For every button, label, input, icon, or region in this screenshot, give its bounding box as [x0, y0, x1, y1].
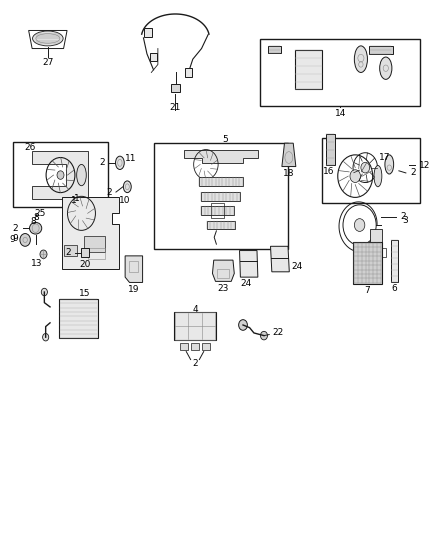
Text: 25: 25 — [34, 209, 46, 218]
Text: 2: 2 — [192, 359, 198, 368]
Bar — [201, 206, 233, 215]
Text: 21: 21 — [170, 102, 181, 111]
Circle shape — [20, 233, 30, 246]
Bar — [353, 242, 381, 284]
Bar — [184, 68, 192, 77]
Text: 9: 9 — [10, 236, 15, 245]
Text: 2: 2 — [400, 212, 406, 221]
Ellipse shape — [354, 46, 367, 72]
Ellipse shape — [374, 165, 382, 187]
Text: 20: 20 — [79, 260, 91, 269]
Text: 13: 13 — [31, 260, 42, 268]
Bar — [357, 248, 386, 257]
Bar — [59, 299, 98, 338]
Text: 27: 27 — [42, 58, 53, 67]
Text: 12: 12 — [419, 161, 431, 170]
Text: 14: 14 — [335, 109, 346, 118]
Text: 24: 24 — [240, 279, 252, 288]
Polygon shape — [184, 150, 258, 163]
Polygon shape — [282, 143, 296, 166]
Text: 10: 10 — [119, 196, 131, 205]
Bar — [294, 50, 322, 90]
Polygon shape — [125, 256, 143, 282]
Polygon shape — [240, 251, 258, 277]
Bar — [13, 142, 108, 207]
Bar — [81, 248, 89, 257]
Ellipse shape — [77, 165, 86, 185]
Bar — [391, 240, 398, 282]
Circle shape — [354, 219, 365, 231]
Circle shape — [261, 332, 268, 340]
Text: 4: 4 — [192, 304, 198, 313]
Polygon shape — [62, 197, 119, 269]
Bar — [202, 343, 210, 350]
Circle shape — [361, 163, 370, 173]
Ellipse shape — [380, 57, 392, 79]
Bar — [207, 221, 235, 229]
Bar — [145, 28, 152, 37]
Bar — [180, 343, 188, 350]
Bar — [64, 245, 77, 256]
Text: 8: 8 — [34, 213, 39, 222]
Text: 22: 22 — [273, 328, 284, 337]
Ellipse shape — [124, 181, 131, 192]
Circle shape — [42, 334, 49, 341]
Bar — [84, 236, 105, 252]
Text: 11: 11 — [125, 154, 137, 163]
Text: 8: 8 — [30, 217, 36, 226]
Polygon shape — [212, 260, 234, 281]
Bar — [368, 46, 392, 54]
Bar — [170, 84, 180, 92]
Circle shape — [41, 288, 47, 296]
Polygon shape — [271, 246, 289, 272]
Ellipse shape — [116, 156, 124, 169]
Bar — [370, 229, 382, 255]
Text: 5: 5 — [222, 135, 228, 144]
Bar — [217, 269, 230, 278]
Text: 7: 7 — [364, 286, 370, 295]
Text: 2: 2 — [13, 224, 18, 233]
Bar — [326, 134, 335, 165]
Bar — [191, 343, 199, 350]
Text: 17: 17 — [379, 153, 391, 162]
Bar — [321, 138, 420, 203]
Bar — [153, 143, 288, 249]
Bar — [150, 53, 157, 61]
Ellipse shape — [32, 31, 63, 46]
Text: 9: 9 — [13, 235, 18, 244]
Ellipse shape — [385, 155, 394, 174]
Bar — [130, 261, 138, 272]
Ellipse shape — [29, 222, 42, 234]
Text: 3: 3 — [403, 216, 408, 225]
Polygon shape — [32, 151, 88, 199]
Circle shape — [40, 250, 47, 259]
Bar — [201, 191, 240, 201]
Text: 26: 26 — [25, 143, 36, 152]
Bar — [174, 312, 216, 340]
Circle shape — [239, 320, 247, 330]
Text: 16: 16 — [323, 167, 334, 176]
Text: 15: 15 — [79, 288, 91, 297]
Circle shape — [57, 171, 64, 179]
Text: 2: 2 — [106, 188, 112, 197]
Text: 1: 1 — [71, 196, 77, 205]
Circle shape — [350, 169, 360, 182]
Bar — [268, 46, 281, 53]
Bar — [211, 203, 224, 218]
Text: 18: 18 — [283, 169, 295, 178]
Text: 19: 19 — [128, 285, 140, 294]
Text: 6: 6 — [392, 284, 397, 293]
Bar — [261, 39, 420, 106]
Text: 2: 2 — [410, 168, 416, 177]
Text: 24: 24 — [291, 262, 303, 271]
Text: 2: 2 — [65, 248, 71, 257]
Text: 1: 1 — [74, 194, 80, 203]
Text: 2: 2 — [99, 158, 105, 167]
Bar — [88, 248, 106, 259]
Text: 23: 23 — [218, 284, 229, 293]
Bar — [199, 176, 243, 186]
